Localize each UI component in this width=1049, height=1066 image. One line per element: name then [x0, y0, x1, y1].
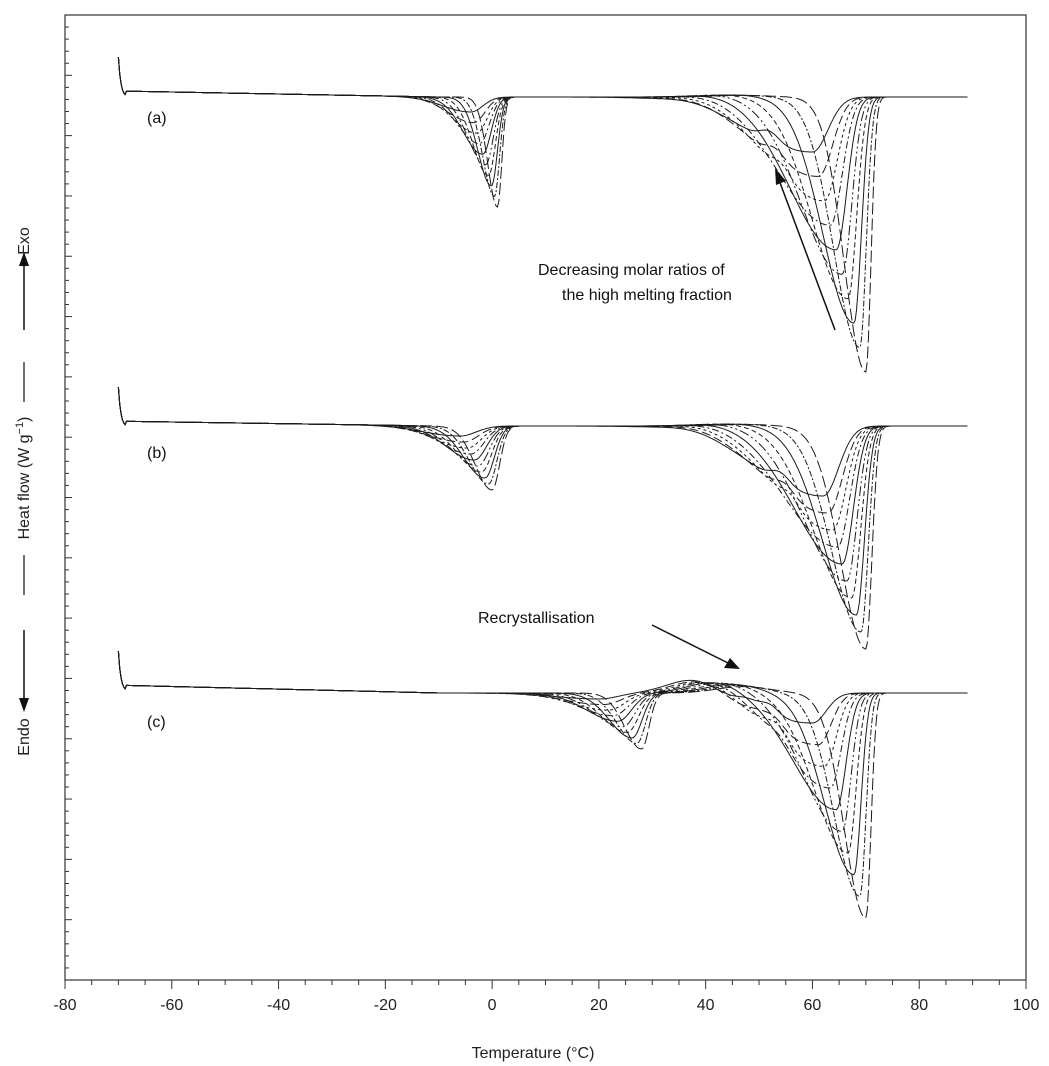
y-axis-ticks: [65, 14, 72, 981]
x-tick-label: 80: [910, 997, 928, 1014]
x-axis-title: Temperature (°C): [472, 1045, 595, 1062]
dsc-curves: [117, 56, 968, 919]
x-tick-label: 40: [697, 997, 715, 1014]
x-tick-label: 100: [1013, 997, 1040, 1014]
dsc-trace-b-3: [117, 387, 968, 531]
dsc-trace-c-3: [117, 651, 968, 767]
exo-arrow-head: [19, 252, 29, 266]
molar-arrow: [778, 179, 836, 331]
x-axis-ticks: -80 -60 -40 -20 0 20 40 60 80 100: [53, 980, 1039, 1014]
dsc-trace-a-3: [117, 56, 968, 202]
x-tick-label: 60: [804, 997, 822, 1014]
plot-frame: [64, 14, 1027, 981]
x-tick-label: -60: [160, 997, 183, 1014]
x-tick-label: 0: [488, 997, 497, 1014]
x-tick-label: -40: [267, 997, 290, 1014]
dsc-trace-b-8: [117, 387, 968, 616]
x-tick-label: 20: [590, 997, 608, 1014]
recryst-arrow: [651, 624, 729, 664]
dsc-trace-b-4: [117, 387, 968, 548]
dsc-trace-c-4: [117, 651, 968, 789]
dsc-trace-b-2: [117, 387, 968, 514]
y-axis-title: Heat flow (W g−1): [14, 417, 33, 540]
dsc-trace-c-8: [117, 651, 968, 876]
x-tick-label: -80: [53, 997, 76, 1014]
molar-arrow-head: [775, 168, 786, 185]
dsc-trace-a-4: [117, 56, 968, 226]
dsc-trace-a-2: [117, 56, 968, 177]
recryst-annotation: Recrystallisation: [478, 610, 594, 627]
endo-arrow-head: [19, 698, 29, 712]
dsc-trace-a-10: [117, 56, 968, 373]
endo-label: Endo: [16, 718, 33, 755]
dsc-trace-b-1: [117, 387, 968, 497]
x-tick-label: -20: [374, 997, 397, 1014]
panel-label-b: (b): [147, 445, 167, 462]
dsc-trace-c-10: [117, 651, 968, 919]
molar-annotation-line2: the high melting fraction: [562, 287, 732, 304]
dsc-trace-c-5: [117, 651, 968, 811]
panel-label-c: (c): [147, 714, 166, 731]
dsc-trace-a-5: [117, 56, 968, 251]
panel-label-a: (a): [147, 110, 167, 127]
recryst-arrow-head: [724, 658, 740, 669]
dsc-trace-b-7: [117, 387, 968, 599]
dsc-trace-a-1: [117, 56, 968, 153]
dsc-trace-b-6: [117, 387, 968, 582]
molar-annotation-line1: Decreasing molar ratios of: [538, 262, 725, 279]
exo-label: Exo: [16, 227, 33, 255]
dsc-trace-c-2: [117, 651, 968, 746]
dsc-trace-b-5: [117, 387, 968, 565]
dsc-trace-c-7: [117, 651, 968, 854]
dsc-trace-a-9: [117, 56, 968, 349]
dsc-trace-c-1: [117, 651, 968, 724]
